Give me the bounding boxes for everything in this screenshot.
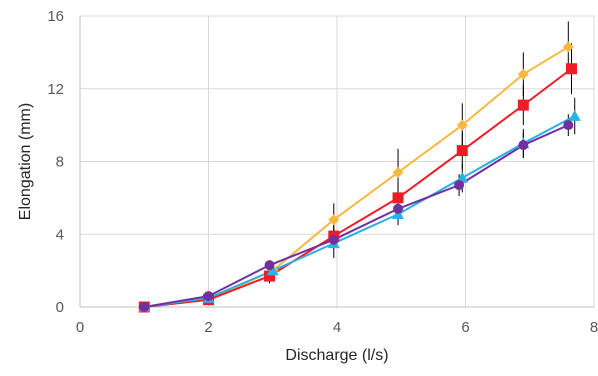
series-lines [144,46,576,308]
series-line [144,115,576,308]
data-point-triangle [266,264,279,276]
x-tick-label: 0 [76,319,84,336]
tick-labels: 0 2 4 6 8 0 4 8 12 16 [47,8,598,336]
data-point-circle [393,203,404,214]
y-tick-label: 8 [56,154,64,171]
x-tick-label: 2 [204,319,212,336]
data-point-diamond [456,119,468,131]
axes [79,16,594,308]
data-point-diamond [517,68,529,80]
data-point-triangle [568,110,581,121]
y-tick-label: 16 [47,8,64,25]
data-point-square [264,270,276,282]
error-bars [269,21,576,284]
series-line [144,124,569,308]
data-point-circle [454,180,465,191]
y-tick-label: 0 [56,299,64,316]
y-tick-label: 4 [56,226,64,243]
data-point-circle [563,120,574,131]
data-point-square [517,99,529,111]
data-point-square [392,192,404,204]
data-point-diamond [328,214,340,226]
series-line [144,67,573,308]
y-tick-label: 12 [47,81,64,98]
series-markers [138,41,581,313]
data-point-circle [139,302,150,312]
x-tick-label: 4 [333,319,341,336]
data-point-circle [518,140,529,151]
data-point-diamond [392,166,404,178]
x-tick-label: 6 [461,319,469,336]
data-point-square [566,63,578,75]
data-point-square [456,145,468,157]
data-point-circle [203,291,214,302]
data-point-circle [264,260,275,271]
data-point-triangle [456,171,469,183]
series-line [144,46,569,308]
x-tick-label: 8 [590,319,598,336]
y-axis-title: Elongation (mm) [17,103,34,220]
data-point-diamond [562,41,574,53]
x-axis-title: Discharge (l/s) [285,347,388,364]
gridlines [80,15,595,307]
data-point-circle [328,234,339,245]
